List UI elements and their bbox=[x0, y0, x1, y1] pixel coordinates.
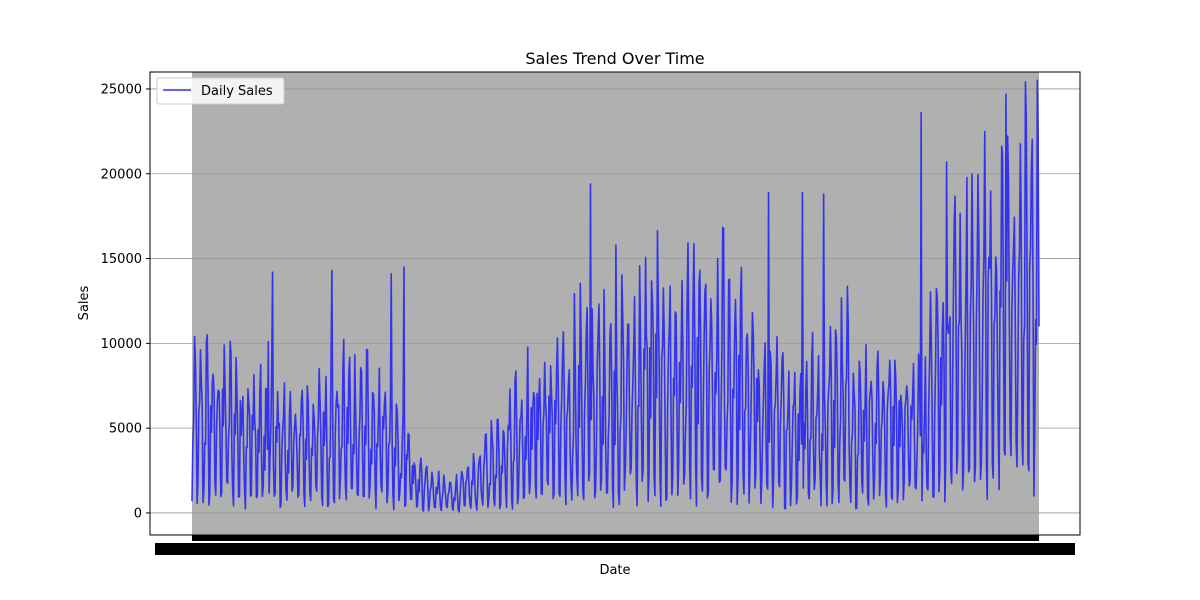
series-line-daily-sales bbox=[191, 79, 1040, 513]
x-tick-band bbox=[192, 535, 1039, 541]
y-axis-label: Sales bbox=[77, 285, 92, 320]
x-tick-labels-overlap bbox=[155, 543, 1075, 555]
y-axis-ticks: 0 5000 10000 15000 20000 25000 bbox=[101, 82, 150, 521]
y-gridlines bbox=[150, 88, 1080, 514]
y-tick-label: 20000 bbox=[101, 167, 142, 182]
y-tick-label: 5000 bbox=[109, 422, 142, 437]
chart-title: Sales Trend Over Time bbox=[525, 49, 704, 68]
y-tick-label: 25000 bbox=[101, 82, 142, 97]
legend-box bbox=[156, 77, 285, 105]
plot-area bbox=[149, 71, 1081, 555]
legend-label-daily-sales: Daily Sales bbox=[201, 84, 273, 99]
y-tick-label: 0 bbox=[134, 506, 142, 521]
x-axis-label: Date bbox=[599, 563, 630, 578]
y-tick-label: 15000 bbox=[101, 252, 142, 267]
legend: Daily Sales bbox=[156, 77, 285, 105]
y-tick-label: 10000 bbox=[101, 337, 142, 352]
